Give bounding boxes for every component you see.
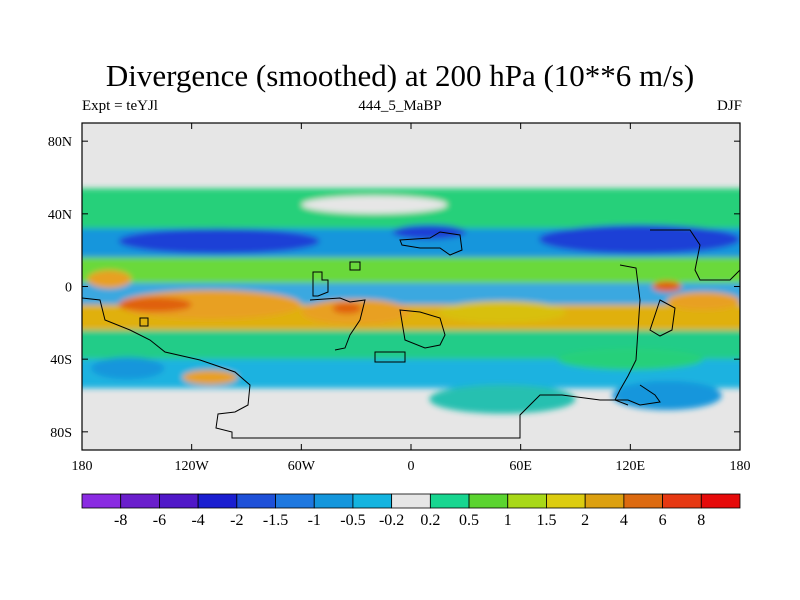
field-anomaly [118,228,320,254]
colorbar: -8 -6 -4 -2 -1.5 -1 -0.5 -0.2 0.2 0.5 1 1.5 2 4 6 8 [81,493,741,529]
lon-tick-label: 180 [730,459,751,474]
lat-tick-label: 80N [48,135,72,150]
coastline-north-america [312,271,329,297]
field-anomaly [538,224,740,254]
field-anomaly [392,224,466,240]
colorbar-swatch [468,493,509,509]
coastline-europe-asia [399,231,463,256]
coastline-islands [139,261,406,363]
colorbar-swatch [236,493,276,509]
lon-tick-label: 0 [408,459,415,474]
plot-title: Divergence (smoothed) at 200 hPa (10**6 … [105,58,695,93]
field-anomaly [118,297,192,312]
map-axes: 180 120W 60W 0 60E 120E 180 80N 40N 0 40S 80S [48,123,751,474]
lon-tick-label: 60E [509,459,532,474]
field-band [82,257,740,291]
field-anomaly [87,270,132,289]
lon-tick-label: 120E [616,459,646,474]
colorbar-label: -4 [191,512,204,529]
colorbar-label: 2 [581,512,589,529]
colorbar-label: 4 [620,512,628,529]
field-anomaly [429,384,576,414]
field-anomaly [557,348,704,371]
field-anomaly [332,302,362,314]
colorbar-swatch [159,493,199,509]
colorbar-swatch [197,493,238,509]
colorbar-swatch [546,493,586,509]
colorbar-swatch [391,493,431,509]
field-band [82,359,740,389]
colorbar-label: 1.5 [536,512,556,529]
coastline-africa [309,297,366,351]
divergence-field [82,123,740,450]
colorbar-label: -8 [114,512,127,529]
lon-tick-label: 120W [175,459,210,474]
colorbar-swatch [623,493,663,509]
run-label: 444_5_MaBP [358,98,442,114]
colorbar-swatch [429,493,470,509]
field-anomaly [182,370,238,385]
season-label: DJF [716,98,742,114]
coastline-south-america [82,297,661,439]
colorbar-swatch [662,493,702,509]
colorbar-label: 6 [659,512,667,529]
colorbar-label: -6 [153,512,166,529]
lat-tick-label: 80S [50,426,72,441]
colorbar-swatch [313,493,354,509]
colorbar-swatch [81,493,122,509]
field-anomaly [666,291,740,311]
colorbar-swatch [507,493,547,509]
lon-tick-label: 60W [288,459,316,474]
lon-tick-label: 180 [72,459,93,474]
lat-tick-label: 40S [50,353,72,368]
field-anomaly [652,281,682,292]
colorbar-label: 0.5 [459,512,479,529]
lat-tick-label: 0 [65,281,72,296]
coastline-east-asia [614,264,641,406]
field-anomaly [118,290,302,320]
colorbar-label: -1.5 [263,512,288,529]
colorbar-label: 8 [697,512,705,529]
colorbar-swatch [352,493,393,509]
colorbar-label: 0.2 [420,512,440,529]
field-anomaly [438,301,567,323]
experiment-label: Expt = teYJl [82,98,158,114]
field-band [82,330,740,360]
colorbar-swatch [120,493,160,509]
colorbar-label: -2 [230,512,243,529]
field-anomaly [91,357,165,380]
field-shading [82,188,740,414]
colorbar-swatch [584,493,625,509]
field-anomaly [612,380,722,411]
field-anomaly [301,195,448,214]
colorbar-label: -0.5 [340,512,365,529]
coastline-india [399,309,446,349]
coastline-maritime [649,229,740,337]
colorbar-label: 1 [504,512,512,529]
colorbar-label: -1 [308,512,321,529]
lat-tick-label: 40N [48,208,72,223]
colorbar-swatch [275,493,315,509]
coastlines [82,229,740,439]
colorbar-label: -0.2 [379,512,404,529]
colorbar-swatch [700,493,741,509]
